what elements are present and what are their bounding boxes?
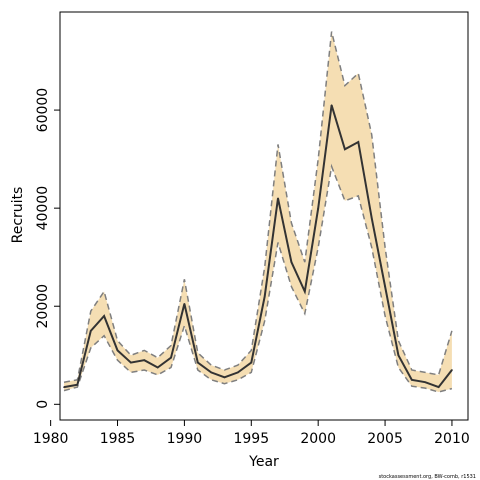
- data-point-1995: [250, 361, 253, 364]
- data-point-2001: [330, 104, 333, 106]
- x-tick-label-1990: 1990: [167, 431, 203, 447]
- x-axis-title: Year: [248, 454, 279, 470]
- x-tick-label-1980: 1980: [33, 431, 69, 447]
- data-point-1992: [210, 371, 212, 374]
- y-tick-label-0: 0: [35, 400, 51, 409]
- data-point-1990: [183, 302, 186, 305]
- data-point-1986: [130, 361, 132, 364]
- data-point-2008: [424, 381, 426, 384]
- data-point-1987: [143, 359, 146, 361]
- upper-bound-line: [63, 31, 453, 383]
- estimate-points: [63, 104, 453, 388]
- confidence-band: [64, 31, 452, 392]
- y-axis-title: Recruits: [10, 187, 26, 244]
- x-axis: 1980 1985 1990 1995 2000 2005 2010: [33, 420, 470, 447]
- data-point-1997: [277, 197, 279, 200]
- data-point-1991: [196, 361, 199, 364]
- data-point-1993: [223, 376, 226, 379]
- data-point-1983: [89, 329, 92, 332]
- data-point-2002: [344, 148, 346, 151]
- data-point-2005: [384, 285, 386, 288]
- credit-text: stockassessment.org, BW-comb, r1531: [379, 474, 476, 480]
- y-tick-label-40000: 40000: [35, 186, 51, 231]
- data-point-2010: [451, 369, 453, 371]
- plot-frame: [59, 11, 469, 421]
- y-tick-label-20000: 20000: [35, 284, 51, 329]
- data-point-1984: [103, 315, 105, 317]
- data-point-1989: [170, 356, 172, 359]
- data-point-2007: [411, 378, 413, 381]
- data-point-2006: [397, 354, 400, 357]
- data-point-1985: [116, 349, 119, 352]
- x-tick-label-1995: 1995: [233, 431, 269, 447]
- data-point-1982: [76, 383, 79, 386]
- data-point-1988: [156, 366, 159, 369]
- data-point-2003: [357, 141, 360, 143]
- x-tick-label-2005: 2005: [367, 431, 403, 447]
- data-point-2004: [370, 217, 373, 219]
- data-point-1998: [290, 261, 293, 263]
- data-point-1999: [304, 290, 306, 293]
- data-point-2009: [437, 386, 440, 388]
- data-point-1996: [263, 295, 266, 298]
- data-point-2000: [317, 207, 319, 209]
- data-point-1994: [237, 371, 239, 374]
- x-tick-label-2000: 2000: [300, 431, 336, 447]
- x-tick-label-1985: 1985: [100, 431, 136, 447]
- data-point-1981: [63, 386, 65, 388]
- lower-bound-line: [63, 163, 453, 393]
- estimate-line: [63, 104, 453, 389]
- y-axis: 0 20000 40000 60000: [35, 88, 60, 409]
- y-tick-label-60000: 60000: [35, 88, 51, 133]
- x-tick-label-2010: 2010: [434, 431, 470, 447]
